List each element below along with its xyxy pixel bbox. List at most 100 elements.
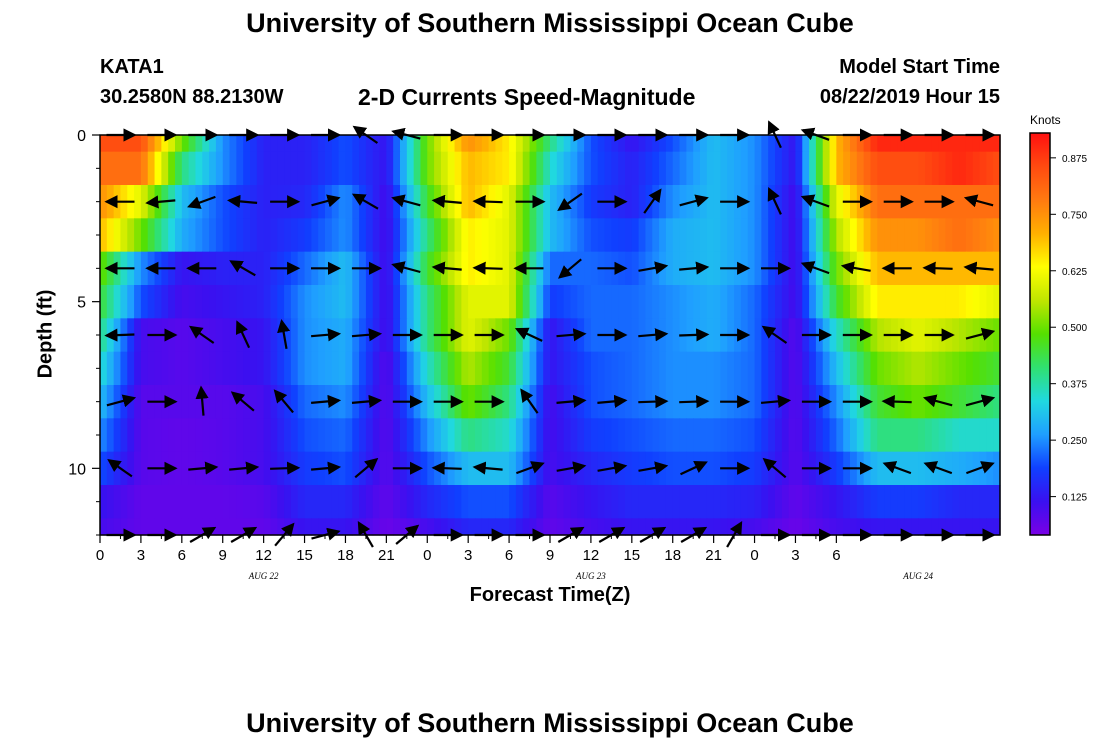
heatmap-cell [338, 151, 347, 186]
heatmap-cell [761, 285, 769, 319]
heatmap-cell [931, 218, 940, 253]
heatmap-cell [263, 285, 272, 319]
heatmap-cell [140, 185, 149, 219]
heatmap-cell [822, 418, 831, 453]
heatmap-cell [659, 485, 667, 519]
heatmap-cell [393, 151, 401, 186]
heatmap-cell [700, 451, 708, 486]
heatmap-cell [181, 418, 190, 453]
heatmap-cell [243, 485, 251, 519]
heatmap-cell [836, 485, 844, 519]
heatmap-cell [509, 518, 517, 536]
heatmap-cell [509, 285, 517, 319]
heatmap-cell [747, 135, 756, 153]
heatmap-cell [706, 451, 715, 486]
heatmap-cell [543, 351, 551, 386]
heatmap-cell [202, 151, 210, 186]
heatmap-cell [318, 418, 326, 453]
x-tick-label: 6 [178, 547, 186, 564]
heatmap-cell [918, 218, 926, 253]
heatmap-cell [134, 385, 142, 419]
heatmap-cell [693, 151, 701, 186]
heatmap-cell [659, 251, 667, 286]
heatmap-cell [481, 151, 490, 186]
heatmap-cell [809, 418, 817, 453]
heatmap-cell [638, 185, 647, 219]
heatmap-cell [645, 151, 653, 186]
colorbar-tick-label: 0.875 [1062, 154, 1087, 165]
heatmap-cell [434, 218, 442, 253]
heatmap-cell [515, 418, 524, 453]
heatmap-cell [795, 451, 803, 486]
heatmap-cell [815, 135, 824, 153]
heatmap-cell [229, 151, 237, 186]
heatmap-cell [877, 418, 885, 453]
heatmap-cell [577, 251, 585, 286]
heatmap-cell [100, 518, 108, 536]
heatmap-cell [529, 218, 537, 253]
heatmap-cell [440, 218, 449, 253]
heatmap-cell [250, 285, 258, 319]
heatmap-cell [795, 285, 803, 319]
heatmap-cell [556, 351, 565, 386]
heatmap-cell [515, 151, 524, 186]
heatmap-cell [788, 518, 797, 536]
heatmap-cell [584, 318, 592, 353]
heatmap-cell [515, 485, 524, 519]
heatmap-cell [638, 518, 647, 536]
heatmap-cell [795, 218, 803, 253]
heatmap-cell [638, 351, 647, 386]
heatmap-cell [434, 418, 442, 453]
heatmap-cell [775, 218, 783, 253]
heatmap-cell [556, 285, 565, 319]
heatmap-cell [597, 218, 606, 253]
heatmap-cell [727, 285, 735, 319]
heatmap-cell [372, 185, 381, 219]
heatmap-cell [638, 418, 647, 453]
heatmap-cell [693, 135, 701, 153]
heatmap-cell [297, 518, 306, 536]
heatmap-cell [618, 351, 626, 386]
heatmap-cell [134, 185, 142, 219]
heatmap-cell [815, 351, 824, 386]
heatmap-cell [365, 218, 374, 253]
heatmap-cell [611, 485, 619, 519]
heatmap-cell [836, 351, 844, 386]
heatmap-cell [509, 218, 517, 253]
heatmap-cell [352, 451, 360, 486]
heatmap-cell [215, 251, 224, 286]
heatmap-cell [788, 451, 797, 486]
heatmap-cell [890, 518, 899, 536]
heatmap-cell [884, 418, 892, 453]
heatmap-cell [918, 518, 926, 536]
heatmap-cell [140, 285, 149, 319]
heatmap-cell [829, 451, 837, 486]
heatmap-cell [297, 418, 306, 453]
heatmap-cell [645, 518, 653, 536]
heatmap-cell [318, 151, 326, 186]
heatmap-cell [522, 518, 531, 536]
heatmap-cell [918, 385, 926, 419]
heatmap-cell [672, 185, 681, 219]
heatmap-cell [386, 418, 394, 453]
heatmap-cell [836, 518, 844, 536]
heatmap-cell [815, 151, 824, 186]
heatmap-cell [938, 151, 947, 186]
heatmap-cell [256, 318, 265, 353]
heatmap-cell [440, 418, 449, 453]
heatmap-cell [386, 351, 394, 386]
heatmap-cell [584, 518, 592, 536]
heatmap-cell [297, 251, 306, 286]
heatmap-cell [863, 485, 872, 519]
heatmap-cell [938, 485, 947, 519]
current-vector [107, 459, 133, 478]
heatmap-cell [365, 351, 374, 386]
heatmap-cell [140, 251, 149, 286]
heatmap-cell [147, 351, 156, 386]
heatmap-cell [911, 285, 919, 319]
heatmap-cell [706, 285, 715, 319]
heatmap-cell [802, 185, 810, 219]
x-tick-label: 18 [664, 547, 681, 564]
heatmap-cell [256, 285, 265, 319]
heatmap-cell [652, 351, 660, 386]
